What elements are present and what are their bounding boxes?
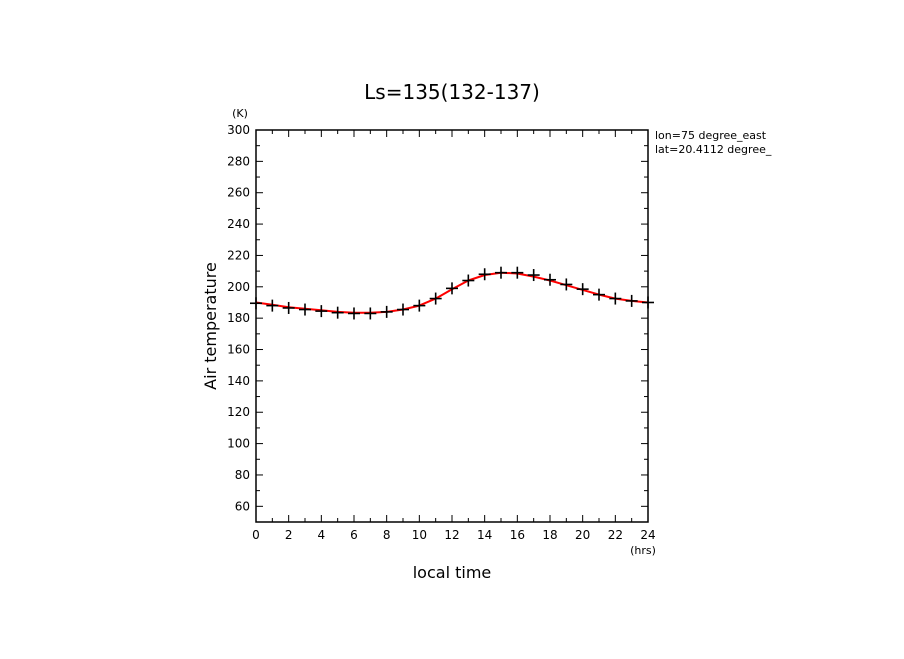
x-tick-label: 4 — [318, 528, 326, 542]
y-tick-label: 180 — [227, 311, 250, 325]
x-tick-label: 6 — [350, 528, 358, 542]
y-unit-label: (K) — [232, 107, 248, 120]
y-tick-label: 260 — [227, 186, 250, 200]
y-axis-label: Air temperature — [201, 262, 220, 390]
y-tick-label: 300 — [227, 123, 250, 137]
x-tick-label: 14 — [477, 528, 492, 542]
x-unit-label: (hrs) — [630, 544, 656, 557]
y-tick-label: 140 — [227, 374, 250, 388]
x-tick-label: 18 — [542, 528, 557, 542]
y-tick-label: 80 — [235, 468, 250, 482]
y-tick-label: 160 — [227, 343, 250, 357]
y-tick-label: 120 — [227, 405, 250, 419]
y-tick-label: 220 — [227, 248, 250, 262]
y-tick-label: 100 — [227, 437, 250, 451]
x-tick-label: 24 — [640, 528, 655, 542]
y-tick-label: 280 — [227, 154, 250, 168]
chart-title: Ls=135(132-137) — [364, 80, 540, 104]
annotation-lon: lon=75 degree_east — [655, 129, 767, 142]
x-tick-label: 20 — [575, 528, 590, 542]
x-axis-label: local time — [413, 563, 492, 582]
x-tick-label: 8 — [383, 528, 391, 542]
plot-layer: 0 2 4 6 8 10 12 14 16 18 20 22 246080100120140160180… — [227, 123, 656, 542]
x-tick-label: 22 — [608, 528, 623, 542]
x-tick-label: 2 — [285, 528, 293, 542]
y-tick-label: 240 — [227, 217, 250, 231]
x-tick-label: 16 — [510, 528, 525, 542]
plot-frame — [255, 129, 649, 523]
x-tick-label: 0 — [252, 528, 260, 542]
y-tick-label: 200 — [227, 280, 250, 294]
annotation-lat: lat=20.4112 degree_ — [655, 143, 772, 156]
x-tick-label: 10 — [412, 528, 427, 542]
x-tick-label: 12 — [444, 528, 459, 542]
y-tick-label: 60 — [235, 499, 250, 513]
